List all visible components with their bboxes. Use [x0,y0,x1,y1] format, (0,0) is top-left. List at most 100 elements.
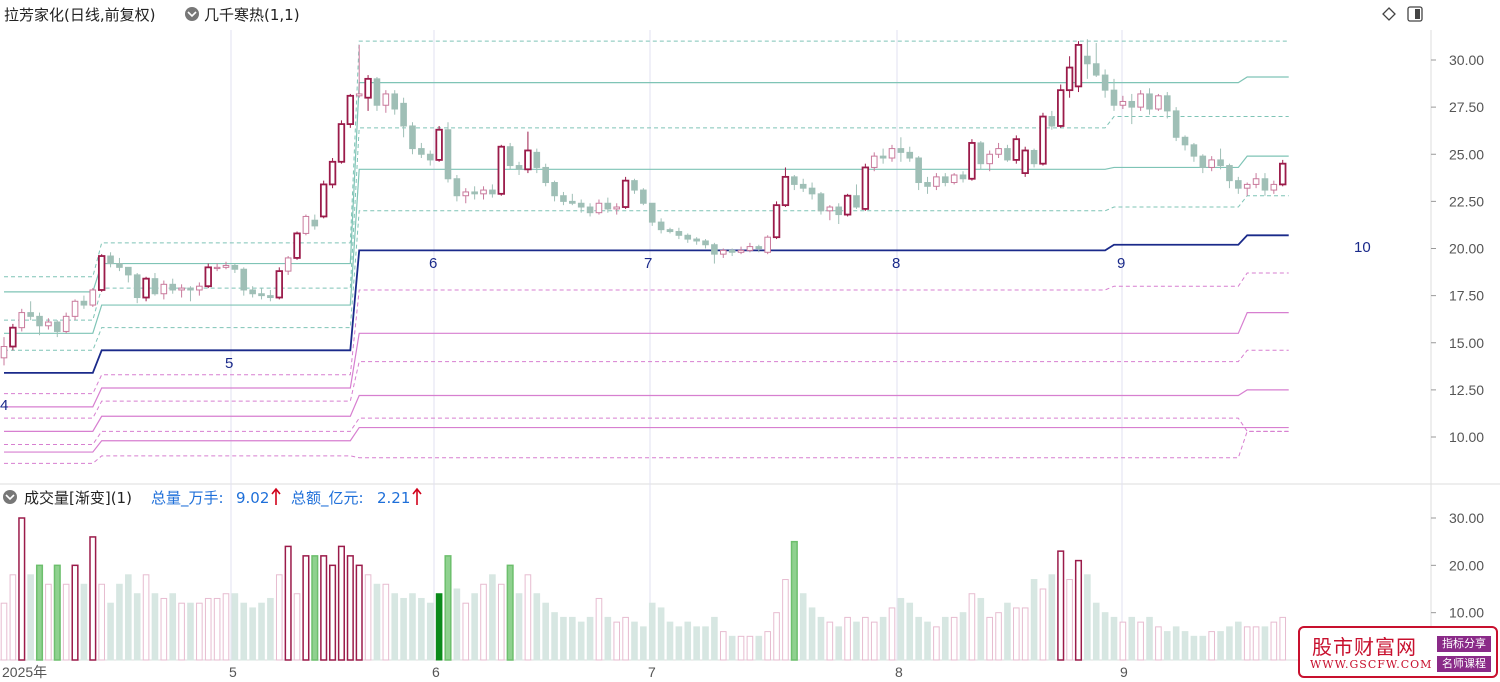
candle [648,202,656,226]
volume-bar [1074,559,1083,661]
candle [853,184,860,209]
candle [426,150,434,166]
volume-bar [1146,616,1153,661]
candle [1092,43,1100,77]
candle [870,152,878,172]
volume-bar [151,593,159,661]
wave-label: 8 [892,255,900,272]
volume-bar [71,564,79,661]
volume-bar [586,616,594,661]
candle [36,312,43,336]
volume-bar [53,564,61,661]
wave-label: 10 [1354,239,1371,256]
candle [391,90,399,115]
volume-bar [702,626,709,661]
candle [621,176,630,209]
band-mid-dashed [4,116,1289,321]
wave-label: 7 [644,255,652,272]
volume-bar [0,602,8,661]
x-month-label: 9 [1120,664,1128,680]
price-axis: 30.00 27.50 25.00 22.50 20.00 17.50 15.00 12.50… [1431,52,1484,445]
volume-bar [267,597,274,661]
volume-bar [18,517,26,661]
volume-bar [986,616,993,661]
candle [1012,135,1021,164]
volume-toggle-icon[interactable] [3,490,17,504]
candlesticks [0,39,1287,366]
volume-bar [489,574,496,661]
panel-toggle-icon[interactable] [1407,6,1423,22]
volume-bar [240,602,248,661]
volume-bar [382,583,390,661]
volume-bar [817,616,825,661]
volume-bar [27,574,34,661]
indicator-toggle-icon[interactable] [185,7,199,21]
volume-bar [968,593,976,661]
candle [435,125,443,162]
volume-bar [959,612,967,661]
volume-bar [542,602,549,661]
volume-bar [346,555,354,661]
candle [1243,182,1251,196]
volume-bar [125,574,132,661]
volume-bar [9,574,17,661]
volume-bar [719,631,727,661]
x-month-label: 8 [895,664,903,680]
volume-bar [258,602,265,661]
candle [53,320,61,338]
candle [1261,173,1269,196]
volume-bar [409,593,416,661]
volume-bar [275,574,283,661]
volume-bar [1021,607,1029,661]
volume-bar [755,635,763,661]
candle [275,267,283,300]
candle [196,282,203,296]
volume-bar [1101,612,1109,661]
volume-bar [844,616,851,661]
candle [187,286,194,302]
candle [959,171,967,183]
x-month-label: 5 [229,664,237,680]
candle [1199,154,1207,174]
candle [791,174,798,191]
volume-bar [1119,621,1127,661]
candle [1163,92,1171,119]
price-tick-label: 20.00 [1449,241,1484,257]
volume-bar [933,626,940,661]
price-tick-label: 17.50 [1449,288,1484,304]
candle [471,186,478,200]
volume-bar [1004,602,1011,661]
diamond-icon[interactable] [1382,7,1396,21]
total-amount-label: 总额_亿元: [291,489,364,508]
volume-bar [284,545,292,661]
volume-bar [737,635,745,661]
band-pink-solid-3 [4,426,1289,453]
volume-bar [648,602,656,661]
candle [71,299,79,321]
band-pink-dashed-1 [4,272,1289,395]
volume-bar [45,583,52,661]
x-month-label: 6 [432,664,440,680]
candle [80,295,88,309]
candle [497,144,505,196]
band-pink-solid-2 [4,389,1289,432]
candle [1101,69,1109,98]
volume-bar [453,588,461,661]
volume-bar [524,574,532,661]
candle [843,193,852,217]
month-gridlines [230,30,1123,660]
candle [0,337,8,366]
candle [755,244,763,253]
candle [27,301,34,321]
volume-bar [231,593,239,661]
candle [781,167,790,208]
watermark-tag-course: 名师课程 [1437,656,1491,672]
volume-bar [1155,626,1162,661]
candle [1172,107,1180,142]
volume-bar [400,597,407,661]
volume-bar [693,626,700,661]
total-volume-value: 9.02 [236,489,269,507]
candle [125,266,132,283]
band-pink-dashed-3 [4,417,1289,446]
candle [178,284,185,298]
